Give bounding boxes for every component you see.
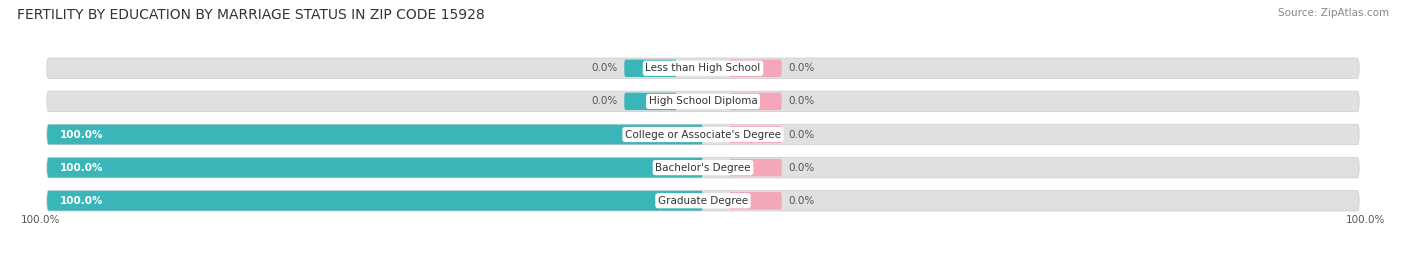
Text: 0.0%: 0.0% [789, 96, 814, 107]
FancyBboxPatch shape [46, 58, 1360, 79]
FancyBboxPatch shape [730, 159, 782, 176]
FancyBboxPatch shape [46, 190, 703, 211]
Text: FERTILITY BY EDUCATION BY MARRIAGE STATUS IN ZIP CODE 15928: FERTILITY BY EDUCATION BY MARRIAGE STATU… [17, 8, 485, 22]
FancyBboxPatch shape [46, 157, 1360, 178]
FancyBboxPatch shape [46, 124, 703, 145]
Text: 100.0%: 100.0% [60, 162, 104, 173]
Text: 0.0%: 0.0% [789, 196, 814, 206]
Text: 0.0%: 0.0% [789, 162, 814, 173]
Text: 0.0%: 0.0% [592, 96, 617, 107]
Text: 100.0%: 100.0% [21, 215, 60, 225]
Text: Bachelor's Degree: Bachelor's Degree [655, 162, 751, 173]
FancyBboxPatch shape [46, 157, 703, 178]
Text: 0.0%: 0.0% [789, 129, 814, 140]
FancyBboxPatch shape [730, 93, 782, 110]
Text: 100.0%: 100.0% [1346, 215, 1385, 225]
FancyBboxPatch shape [624, 93, 676, 110]
Text: 100.0%: 100.0% [60, 196, 104, 206]
FancyBboxPatch shape [46, 91, 1360, 112]
Text: High School Diploma: High School Diploma [648, 96, 758, 107]
Text: 0.0%: 0.0% [592, 63, 617, 73]
Text: College or Associate's Degree: College or Associate's Degree [626, 129, 780, 140]
FancyBboxPatch shape [46, 190, 1360, 211]
Text: Source: ZipAtlas.com: Source: ZipAtlas.com [1278, 8, 1389, 18]
FancyBboxPatch shape [46, 124, 1360, 145]
FancyBboxPatch shape [730, 126, 782, 143]
Text: 100.0%: 100.0% [60, 129, 104, 140]
Text: Less than High School: Less than High School [645, 63, 761, 73]
FancyBboxPatch shape [624, 59, 676, 77]
FancyBboxPatch shape [730, 59, 782, 77]
FancyBboxPatch shape [730, 192, 782, 210]
Text: 0.0%: 0.0% [789, 63, 814, 73]
Text: Graduate Degree: Graduate Degree [658, 196, 748, 206]
